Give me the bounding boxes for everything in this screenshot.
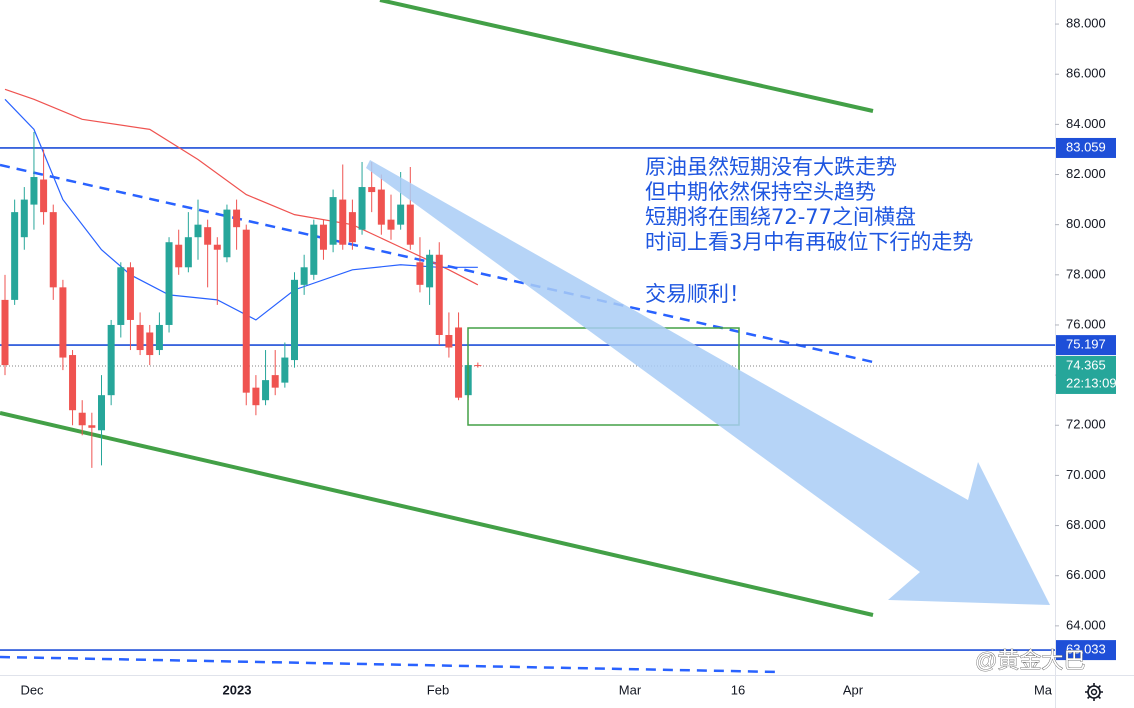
candle-body [204,227,212,245]
candles [1,131,482,468]
candle-body [377,189,385,225]
y-tick-label: 78.000 [1066,266,1106,281]
candle-body [107,324,115,396]
candle-body [319,224,327,250]
annotation-line: 但中期依然保持空头趋势 [645,180,876,204]
price-tag [1056,335,1116,356]
annotation-line: 时间上看3月中有再破位下行的走势 [645,230,973,254]
x-tick-label: Apr [843,682,864,697]
y-tick-label: 64.000 [1066,617,1106,632]
trendline [0,411,874,617]
price-tag [1056,640,1116,661]
candle-body [455,327,463,398]
candle-body [233,209,241,228]
candle-body [146,332,154,356]
y-tick-label: 84.000 [1066,116,1106,131]
candle-body [426,254,434,288]
candle-body [126,267,134,320]
levels [0,147,1055,651]
price-tag [1056,137,1116,158]
candle-body [291,279,298,361]
price-tag-label: 75.197 [1066,337,1106,352]
candle-body [175,244,183,268]
candle-body [155,324,163,351]
candle-body [242,229,250,393]
watermark: @黄金大巴 [975,648,1085,673]
x-tick-label: 16 [731,682,745,697]
x-tick-label: Mar [619,682,642,697]
y-tick-label: 68.000 [1066,517,1106,532]
settings-icon[interactable] [1085,683,1103,701]
candle-body [49,212,57,288]
candle-body [20,199,28,238]
y-tick-label: 82.000 [1066,166,1106,181]
dashed-trendline [0,655,781,674]
candle-body [213,244,221,250]
x-tick-label: Ma [1034,682,1053,697]
candle-body [348,212,356,243]
candle-body [406,204,414,245]
countdown: 22:13:09 [1066,375,1117,390]
candle-body [40,179,48,213]
candle-body [368,187,376,193]
x-tick-label: Feb [427,682,449,697]
y-tick-label: 80.000 [1066,216,1106,231]
trend-arrow [366,160,1050,605]
price-tag-label: 83.059 [1066,139,1106,154]
y-tick-label: 66.000 [1066,567,1106,582]
y-tick-label: 76.000 [1066,316,1106,331]
candle-body [78,412,86,426]
candle-body [435,254,443,335]
candle-body [300,267,308,285]
price-tag [1056,355,1116,394]
candle-body [98,395,105,431]
candle-body [329,197,337,245]
price-tags: 83.059 75.197 74.365 22:13:09 63.033 [1056,137,1117,661]
candle-body [11,212,19,300]
x-tick-label: 2023 [223,682,252,697]
candle-body [262,380,270,401]
candle-body [358,187,366,230]
candle-body [387,219,395,230]
y-tick-label: 88.000 [1066,16,1106,31]
x-axis: Dec 2023 Feb Mar 16 Apr Ma [20,682,1052,697]
candle-body [474,365,482,367]
candle-body [69,355,77,411]
x-tick-label: Dec [20,682,44,697]
candle-body [271,375,279,388]
candle-body [1,299,9,366]
trendline [379,0,874,113]
y-tick-label: 72.000 [1066,417,1106,432]
candle-body [281,357,289,383]
price-tag-label: 74.365 [1066,357,1106,372]
closing-note: 交易顺利！ [645,282,750,306]
candle-body [30,177,38,205]
candle-body [88,425,96,428]
candle-body [252,387,260,406]
candle-body [445,334,453,348]
candle-body [59,287,67,358]
annotation-line: 原油虽然短期没有大跌走势 [645,155,897,179]
candle-body [310,224,318,275]
candle-body [136,324,144,351]
y-tick-label: 70.000 [1066,467,1106,482]
moving-average [4,88,479,286]
candle-body [416,262,424,285]
candle-body [194,224,202,238]
candle-body [117,267,125,325]
candle-body [223,209,231,258]
candle-body [184,237,192,268]
y-tick-label: 86.000 [1066,66,1106,81]
annotation-line: 短期将在围绕72-77之间横盘 [645,205,916,229]
candle-body [397,204,405,225]
price-tag-label: 63.033 [1066,642,1106,657]
candle-body [339,199,347,245]
annotation: 原油虽然短期没有大跌走势 但中期依然保持空头趋势 短期将在围绕72-77之间横盘… [645,155,973,306]
candle-body [165,242,173,325]
